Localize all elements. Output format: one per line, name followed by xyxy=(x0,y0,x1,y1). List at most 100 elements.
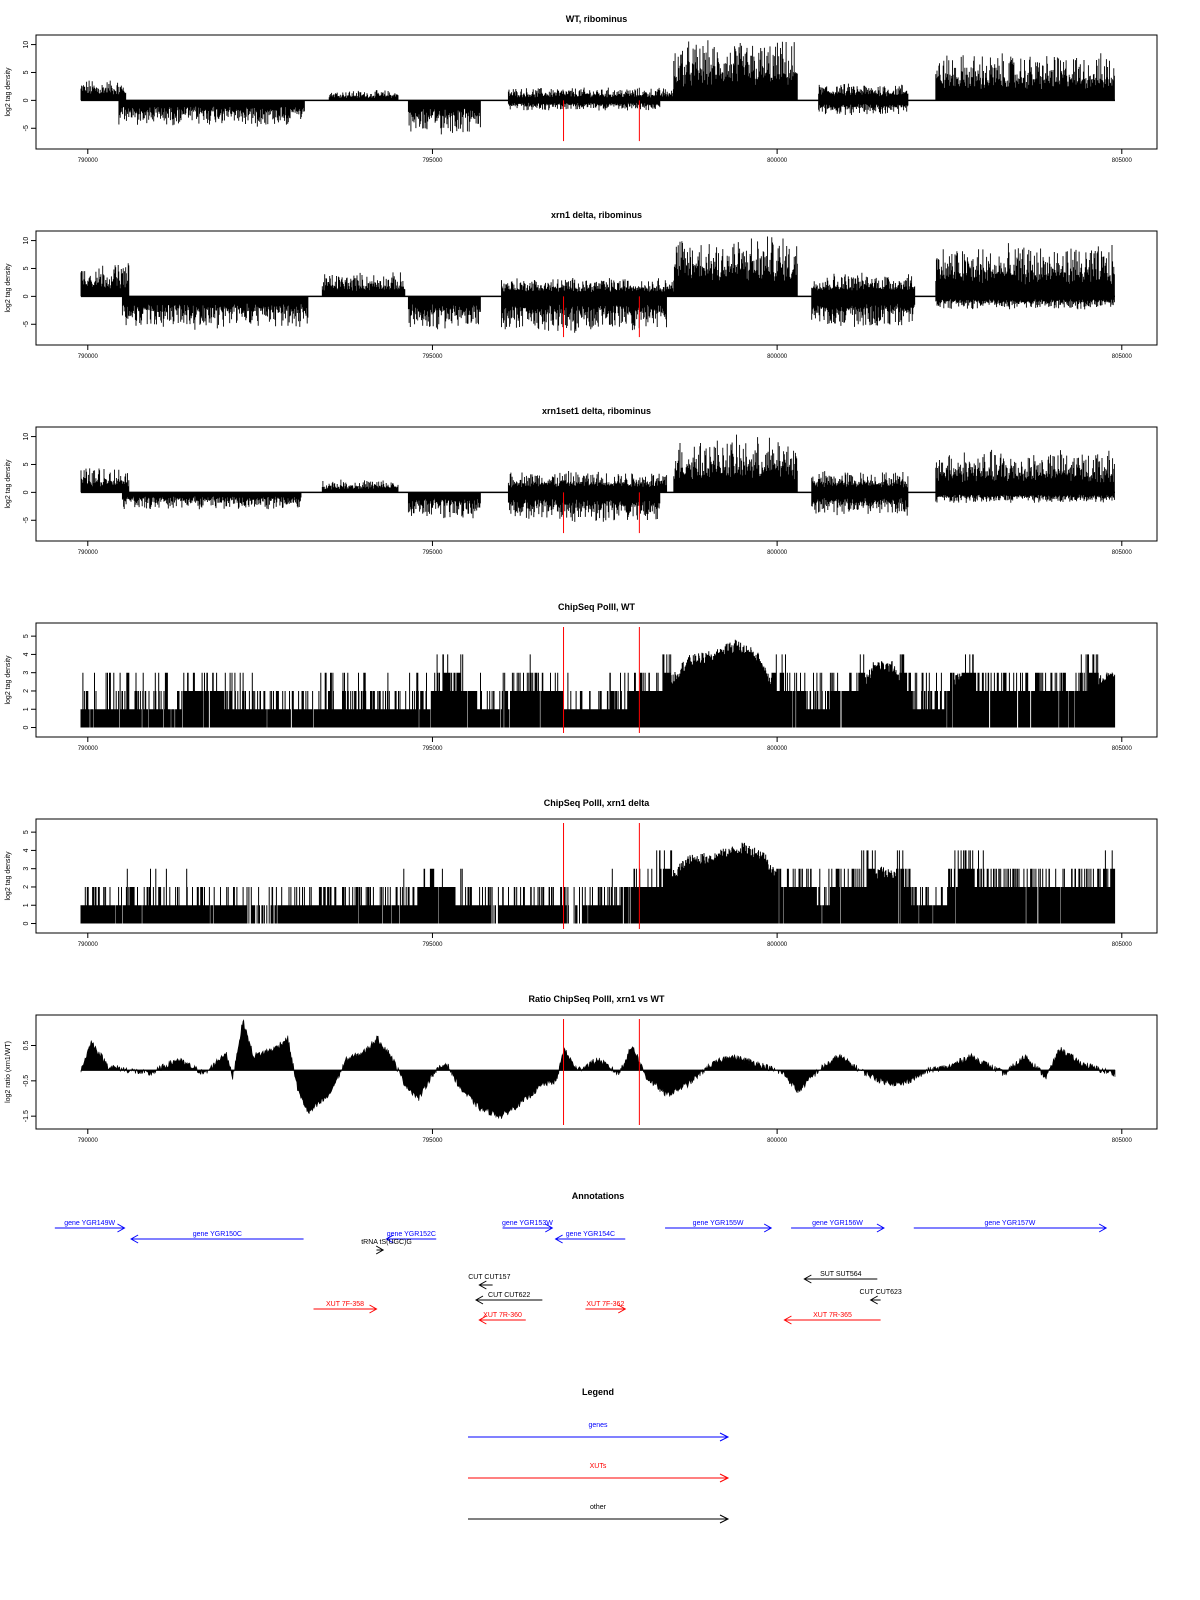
annotation-label: CUT CUT623 xyxy=(860,1289,902,1296)
density-bars xyxy=(407,492,481,519)
density-bars xyxy=(507,471,668,493)
x-tick-label: 805000 xyxy=(1112,1138,1133,1144)
y-tick-label: 4 xyxy=(23,848,30,852)
x-tick-label: 800000 xyxy=(767,550,788,556)
arrowhead-icon xyxy=(1098,1223,1108,1233)
annotation-cut-cut622: CUT CUT622 xyxy=(475,1292,543,1305)
data-marks xyxy=(80,434,1115,522)
annotation-xut-7r-360: XUT 7R-360 xyxy=(478,1312,526,1325)
y-tick-label: 5 xyxy=(23,462,30,466)
annotation-label: gene YGR157W xyxy=(985,1220,1036,1227)
y-tick-label: 10 xyxy=(23,433,30,441)
density-bars xyxy=(80,468,130,493)
x-tick-label: 805000 xyxy=(1112,746,1133,752)
y-tick-label: 5 xyxy=(23,830,30,834)
density-bars xyxy=(507,87,674,101)
density-bars xyxy=(80,639,1116,728)
x-tick-label: 800000 xyxy=(767,1138,788,1144)
y-tick-label: -5 xyxy=(23,125,30,131)
density-bars xyxy=(407,296,481,330)
arrowhead-icon xyxy=(475,1295,484,1305)
annotation-sut-sut564: SUT SUT564 xyxy=(803,1271,878,1284)
x-tick-label: 795000 xyxy=(422,158,443,164)
arrowhead-icon xyxy=(763,1223,773,1233)
arrowhead-icon xyxy=(478,1315,487,1325)
arrowhead-icon xyxy=(385,1234,394,1244)
annotation-label: XUT 7F-358 xyxy=(326,1301,364,1308)
legend-panel: Legend genes XUTs other xyxy=(468,1387,730,1524)
plot-frame xyxy=(35,34,1158,150)
y-tick-label: 0 xyxy=(23,921,30,925)
annotation-label: gene YGR156W xyxy=(812,1220,863,1227)
arrowhead-icon xyxy=(478,1280,487,1290)
data-marks xyxy=(80,236,1115,333)
y-tick-label: 3 xyxy=(23,867,30,871)
y-tick-label: 4 xyxy=(23,652,30,656)
annotation-xut-7f-358: XUT 7F-358 xyxy=(313,1301,378,1314)
plot-frame xyxy=(35,818,1158,934)
ratio-area xyxy=(80,1019,1116,1120)
arrowhead-icon xyxy=(719,1473,730,1483)
annotation-gene-ygr153w: gene YGR153W xyxy=(502,1220,554,1233)
x-tick-label: 790000 xyxy=(78,746,99,752)
y-axis: 0 1 2 3 4 5 xyxy=(23,830,36,925)
x-axis: 790000 795000 800000 805000 xyxy=(78,149,1132,164)
density-bars xyxy=(407,100,481,135)
chart-title: WT, ribominus xyxy=(566,14,628,24)
x-tick-label: 805000 xyxy=(1112,550,1133,556)
legend-item-genes: genes xyxy=(468,1422,730,1442)
y-tick-label: 10 xyxy=(23,41,30,49)
y-tick-label: 5 xyxy=(23,70,30,74)
annotation-gene-ygr156w: gene YGR156W xyxy=(791,1220,885,1233)
y-tick-label: -0.5 xyxy=(23,1075,30,1087)
y-axis-label: log2 tag density xyxy=(5,263,12,313)
legend-label: other xyxy=(590,1504,607,1511)
density-bars xyxy=(935,296,1115,310)
arrowhead-icon xyxy=(375,1245,385,1255)
annotation-gene-ygr157w: gene YGR157W xyxy=(913,1220,1108,1233)
legend-item-xuts: XUTs xyxy=(468,1463,730,1483)
x-axis: 790000 795000 800000 805000 xyxy=(78,1129,1133,1144)
y-tick-label: 1 xyxy=(23,707,30,711)
annotation-label: CUT CUT157 xyxy=(468,1274,510,1281)
chart-panel-6: Ratio ChipSeq PolII, xrn1 vs WT log2 rati… xyxy=(5,994,1158,1144)
x-tick-label: 795000 xyxy=(422,354,443,360)
y-tick-label: 2 xyxy=(23,885,30,889)
x-tick-label: 790000 xyxy=(78,942,99,948)
y-tick-label: 5 xyxy=(23,266,30,270)
y-tick-label: 3 xyxy=(23,671,30,675)
density-bars xyxy=(673,40,798,101)
density-bars xyxy=(321,272,406,297)
annotations-panel: Annotations gene YGR149W gene YGR150C gene … xyxy=(54,1191,1108,1325)
density-bars xyxy=(80,263,130,297)
y-axis-label: log2 ratio (xrn1/WT) xyxy=(5,1041,12,1103)
chart-title: ChipSeq PolII, xrn1 delta xyxy=(544,798,651,808)
y-tick-label: 1 xyxy=(23,903,30,907)
density-bars xyxy=(80,80,127,101)
chart-panel-5: ChipSeq PolII, xrn1 delta log2 tag densit… xyxy=(5,798,1158,948)
data-marks xyxy=(80,639,1116,728)
y-tick-label: -1.5 xyxy=(23,1110,30,1122)
data-marks xyxy=(80,1019,1116,1120)
annotation-xut-7r-365: XUT 7R-365 xyxy=(783,1312,881,1325)
density-bars xyxy=(121,492,302,510)
annotation-gene-ygr149w: gene YGR149W xyxy=(54,1220,126,1233)
density-bars xyxy=(121,296,309,330)
y-tick-label: 5 xyxy=(23,634,30,638)
data-marks xyxy=(80,40,1115,135)
arrowhead-icon xyxy=(783,1315,792,1325)
y-tick-label: 0 xyxy=(23,294,30,298)
annotation-label: SUT SUT564 xyxy=(820,1271,862,1278)
density-bars xyxy=(118,100,305,127)
y-tick-label: 2 xyxy=(23,689,30,693)
arrowhead-icon xyxy=(369,1304,378,1314)
arrowhead-icon xyxy=(719,1432,730,1442)
density-bars xyxy=(328,90,399,101)
density-bars xyxy=(935,53,1115,101)
arrowhead-icon xyxy=(545,1223,554,1233)
chart-panel-1: WT, ribominus log2 tag density -5 0 5 10 79000… xyxy=(5,14,1158,164)
x-tick-label: 795000 xyxy=(422,550,443,556)
legend-label: genes xyxy=(588,1422,608,1429)
legend-item-other: other xyxy=(468,1504,730,1524)
